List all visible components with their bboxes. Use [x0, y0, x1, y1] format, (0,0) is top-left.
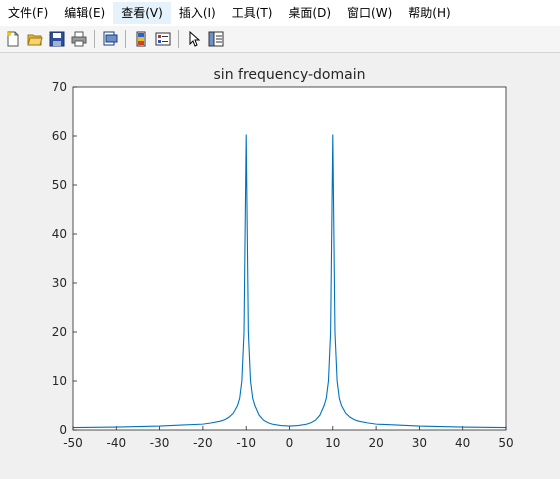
menu-window[interactable]: 窗口(W)	[347, 6, 393, 20]
colorbar-icon[interactable]	[131, 29, 151, 49]
x-tick-label: 10	[325, 436, 340, 450]
chart[interactable]: sin frequency-domain -50 -40 -30 -20 -10 0 10 2…	[0, 54, 560, 475]
y-tick-label: 40	[52, 227, 67, 241]
open-folder-icon[interactable]	[25, 29, 45, 49]
toolbar	[0, 26, 560, 53]
property-editor-icon[interactable]	[206, 29, 226, 49]
print-icon[interactable]	[69, 29, 89, 49]
y-tick-label: 10	[52, 374, 67, 388]
new-file-icon[interactable]	[3, 29, 23, 49]
axes-box	[72, 86, 507, 431]
x-tick-label: 20	[368, 436, 383, 450]
y-tick-label: 50	[52, 178, 67, 192]
x-tick-label: 30	[412, 436, 427, 450]
chart-title: sin frequency-domain	[214, 67, 366, 83]
menu-view[interactable]: 查看(V)	[113, 2, 171, 24]
menu-edit[interactable]: 编辑(E)	[64, 6, 106, 20]
x-tick-label: -30	[150, 436, 170, 450]
x-tick-label: 0	[286, 436, 294, 450]
menu-help[interactable]: 帮助(H)	[408, 6, 451, 20]
print-preview-icon[interactable]	[100, 29, 120, 49]
y-tick-label: 0	[59, 423, 67, 437]
menu-tools[interactable]: 工具(T)	[231, 6, 273, 20]
legend-icon[interactable]	[153, 29, 173, 49]
axes-background	[73, 87, 506, 430]
toolbar-separator	[94, 30, 95, 48]
x-tick-label: 50	[498, 436, 513, 450]
x-tick-label: -40	[106, 436, 126, 450]
x-tick-label: -20	[193, 436, 213, 450]
menu-file[interactable]: 文件(F)	[8, 6, 49, 20]
pointer-icon[interactable]	[184, 29, 204, 49]
y-tick-label: 70	[52, 80, 67, 94]
y-tick-label: 20	[52, 325, 67, 339]
x-tick-label: -10	[236, 436, 256, 450]
x-tick-label: -50	[63, 436, 83, 450]
menu-bar: 文件(F) 编辑(E) 查看(V) 插入(I) 工具(T) 桌面(D) 窗口(W…	[0, 0, 560, 26]
menu-desktop[interactable]: 桌面(D)	[288, 6, 332, 20]
series-line	[72, 134, 507, 429]
y-tick-label: 30	[52, 276, 67, 290]
figure-area: sin frequency-domain -50 -40 -30 -20 -10 0 10 2…	[0, 54, 560, 475]
menu-insert[interactable]: 插入(I)	[178, 6, 216, 20]
toolbar-separator	[125, 30, 126, 48]
x-tick-label: 40	[455, 436, 470, 450]
toolbar-separator	[178, 30, 179, 48]
save-icon[interactable]	[47, 29, 67, 49]
y-tick-label: 60	[52, 129, 67, 143]
